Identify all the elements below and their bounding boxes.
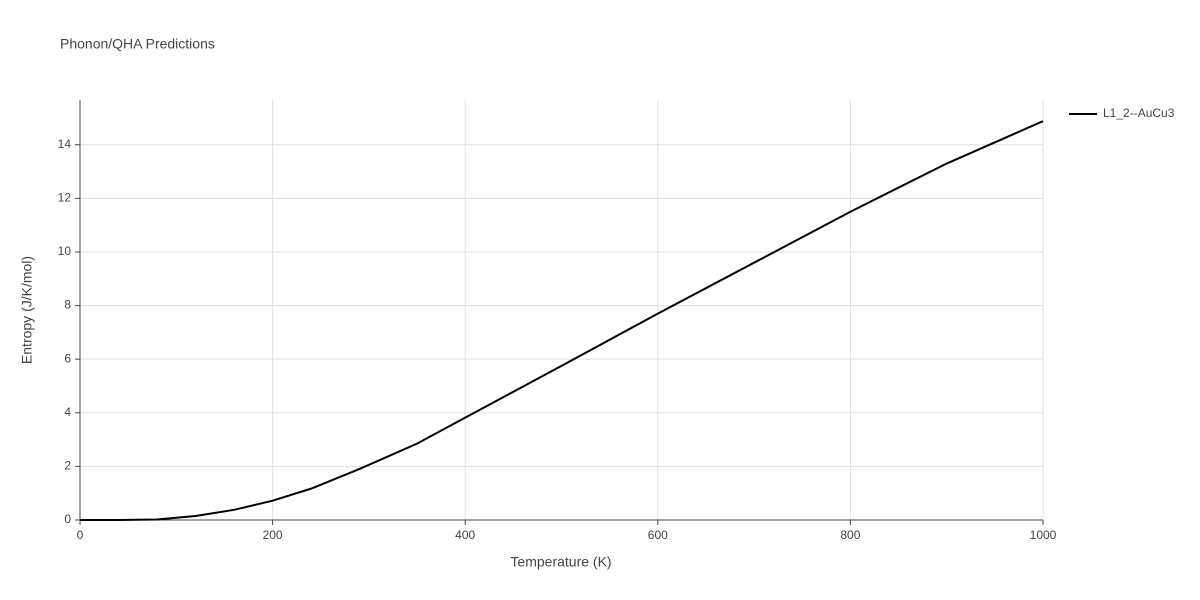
chart-title: Phonon/QHA Predictions	[60, 36, 215, 52]
y-tick-label: 10	[58, 244, 72, 258]
x-tick-label: 800	[840, 528, 860, 542]
x-tick-label: 200	[263, 528, 283, 542]
data-line	[80, 120, 1044, 521]
y-tick-label: 6	[64, 351, 71, 365]
y-tick-label: 2	[64, 459, 71, 473]
y-tick-label: 14	[58, 137, 72, 151]
legend-label: L1_2--AuCu3	[1103, 106, 1175, 120]
x-tick-label: 1000	[1030, 528, 1057, 542]
y-tick-label: 0	[64, 512, 71, 526]
x-tick-label: 600	[648, 528, 668, 542]
y-tick-label: 12	[58, 191, 72, 205]
y-tick-label: 4	[64, 405, 71, 419]
x-tick-label: 400	[455, 528, 475, 542]
x-tick-label: 0	[77, 528, 84, 542]
y-axis-label: Entropy (J/K/mol)	[19, 256, 35, 364]
y-tick-label: 8	[64, 298, 71, 312]
x-axis-label: Temperature (K)	[510, 554, 611, 570]
